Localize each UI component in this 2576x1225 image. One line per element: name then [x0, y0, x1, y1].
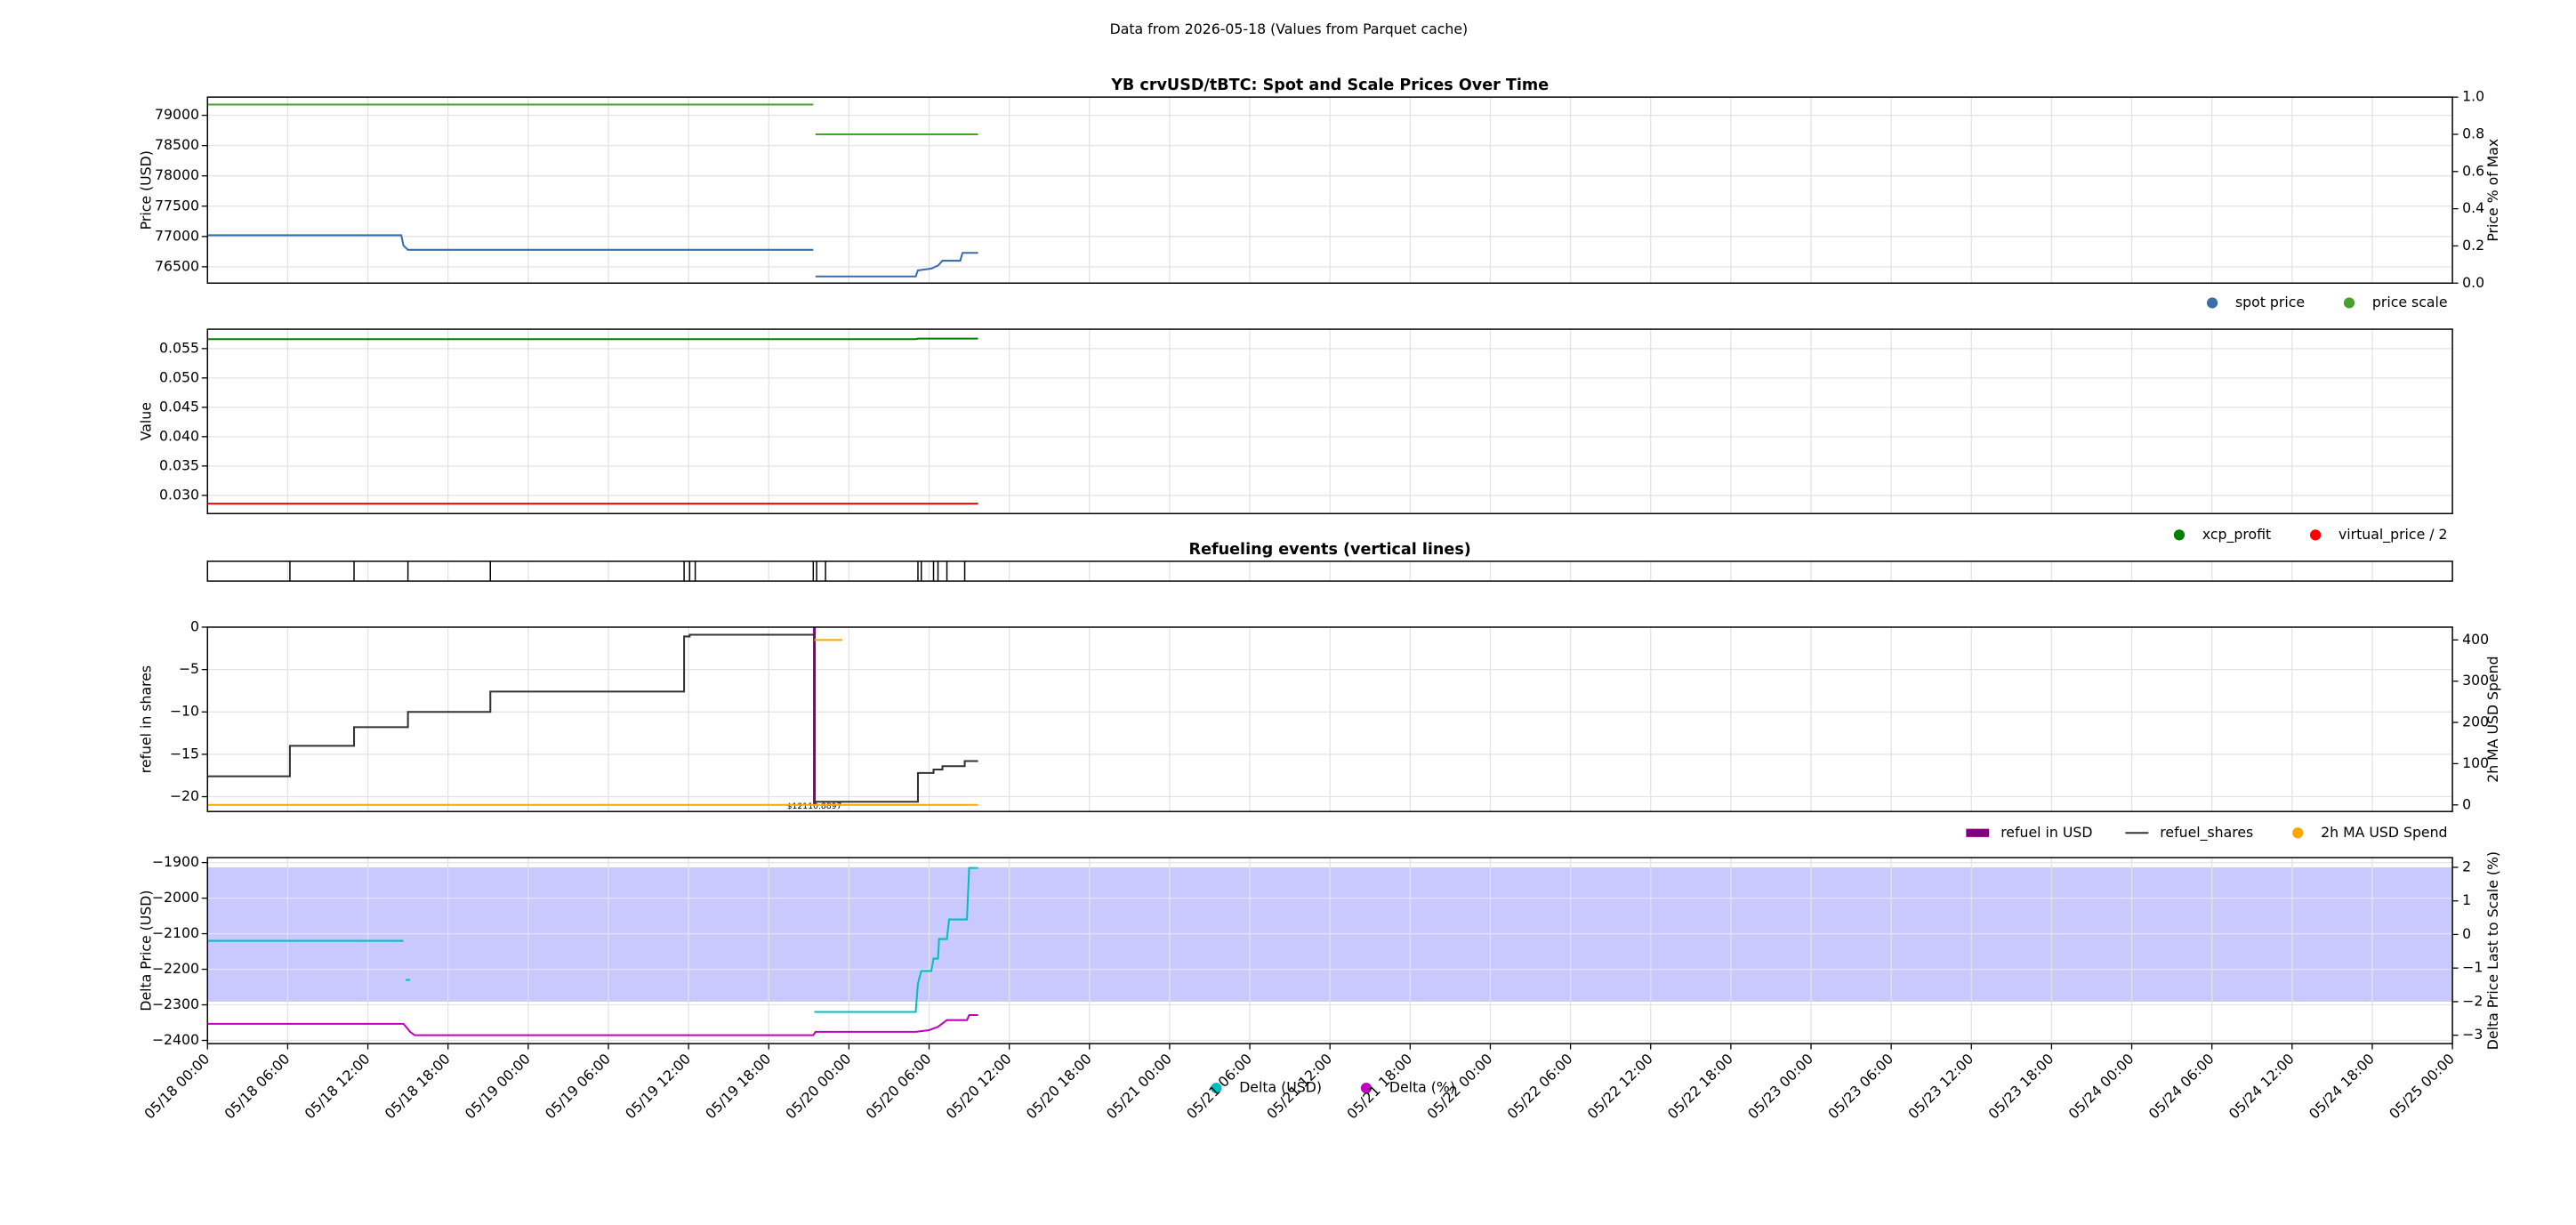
y2-tick-label: 2 — [2462, 858, 2471, 874]
y-tick-label: 0.045 — [159, 398, 199, 415]
y-tick-label: 0.030 — [159, 486, 199, 503]
y2-tick-label: 0 — [2462, 795, 2471, 812]
legend-label: Delta (%) — [1389, 1079, 1455, 1096]
y-tick-label: −2300 — [152, 995, 199, 1012]
legend-item: virtual_price / 2 — [2310, 526, 2448, 544]
plot-frame — [206, 328, 2453, 515]
legend-item: xcp_profit — [2173, 526, 2271, 544]
y2-axis-label: 2h MA USD Spend — [2484, 656, 2501, 782]
series-line — [207, 866, 978, 1013]
y2-tick-label: 300 — [2462, 672, 2489, 689]
legend-label: price scale — [2372, 294, 2448, 310]
legend-marker — [2292, 827, 2304, 839]
legend-item: 2h MA USD Spend — [2292, 824, 2448, 841]
legend-label: virtual_price / 2 — [2339, 526, 2448, 544]
y2-tick-label: 200 — [2462, 713, 2489, 730]
legend-marker — [1966, 828, 1990, 837]
y-tick-label: 79000 — [155, 106, 199, 123]
y-tick-label: −20 — [170, 787, 199, 804]
y-tick-label: −10 — [170, 703, 199, 720]
legend-item: spot price — [2206, 294, 2305, 310]
legend-marker — [2343, 297, 2355, 309]
legend-item: Delta (%) — [1360, 1079, 1455, 1096]
y2-tick-label: 1.0 — [2462, 88, 2484, 105]
y-axis-label: Price (USD) — [137, 150, 154, 230]
series-line — [207, 633, 978, 803]
figure-title: Data from 2026-05-18 (Values from Parque… — [1110, 20, 1469, 37]
legend-label: xcp_profit — [2202, 526, 2271, 544]
y-tick-label: 0.040 — [159, 427, 199, 444]
y-tick-label: 78500 — [155, 136, 199, 153]
panel-title: YB crvUSD/tBTC: Spot and Scale Prices Ov… — [1110, 77, 1549, 94]
y-tick-label: 78000 — [155, 166, 199, 183]
y-tick-label: 0 — [190, 617, 199, 634]
y-tick-label: −5 — [179, 660, 199, 677]
legend-marker — [2206, 297, 2218, 309]
y-axis-label: Delta Price (USD) — [137, 890, 154, 1011]
legend-item: Delta (USD) — [1211, 1079, 1322, 1096]
series-line — [207, 639, 978, 806]
legend-label: Delta (USD) — [1239, 1079, 1322, 1096]
plot-frame — [206, 626, 2453, 812]
y2-tick-label: −3 — [2462, 1026, 2483, 1043]
y2-axis-label: Price % of Max — [2484, 139, 2501, 242]
legend-label: refuel in USD — [2000, 824, 2092, 841]
legend-label: spot price — [2235, 294, 2305, 310]
y-tick-label: −1900 — [152, 853, 199, 870]
legend-marker — [1211, 1082, 1222, 1094]
legend-marker — [2310, 529, 2322, 541]
y-axis-label: refuel in shares — [137, 665, 154, 773]
legend-label: refuel_shares — [2160, 824, 2253, 842]
y-tick-label: 77000 — [155, 227, 199, 244]
y2-tick-label: 1 — [2462, 891, 2471, 908]
series-line — [207, 1013, 978, 1036]
series-line — [207, 234, 978, 278]
legend-label: 2h MA USD Spend — [2321, 824, 2447, 841]
y-tick-label: 77500 — [155, 197, 199, 214]
y-tick-label: −2100 — [152, 924, 199, 941]
plot-frame — [206, 96, 2453, 284]
y-tick-label: −2400 — [152, 1031, 199, 1048]
y2-tick-label: 400 — [2462, 631, 2489, 648]
y2-tick-label: 0 — [2462, 925, 2471, 942]
y2-tick-label: −2 — [2462, 992, 2483, 1009]
y-tick-label: −2200 — [152, 960, 199, 977]
y-tick-label: 0.035 — [159, 456, 199, 473]
y-tick-label: −2000 — [152, 889, 199, 906]
y-tick-label: 0.055 — [159, 339, 199, 356]
legend-item: refuel in USD — [1966, 824, 2092, 841]
y-axis-label: Value — [137, 402, 154, 440]
series-line — [207, 337, 978, 341]
y-tick-label: 0.050 — [159, 368, 199, 385]
y-tick-label: 76500 — [155, 257, 199, 274]
panel-title: Refueling events (vertical lines) — [1189, 541, 1471, 559]
legend-marker — [1360, 1082, 1373, 1094]
value-label: $12110.8897 — [787, 802, 842, 811]
y2-tick-label: −1 — [2462, 959, 2483, 976]
y2-tick-label: 0.4 — [2462, 199, 2484, 216]
legend-item: refuel_shares — [2125, 824, 2253, 842]
series-line — [207, 103, 978, 136]
y2-tick-label: 0.2 — [2462, 237, 2484, 254]
y2-tick-label: 0.8 — [2462, 125, 2484, 141]
y2-tick-label: 0.6 — [2462, 162, 2484, 179]
legend-marker — [2173, 529, 2186, 541]
y2-axis-label: Delta Price Last to Scale (%) — [2484, 851, 2501, 1050]
y2-tick-label: 0.0 — [2462, 274, 2484, 291]
legend-item: price scale — [2343, 294, 2448, 310]
y-tick-label: −15 — [170, 745, 199, 762]
plot-frame — [206, 560, 2453, 582]
y2-tick-label: 100 — [2462, 754, 2489, 771]
